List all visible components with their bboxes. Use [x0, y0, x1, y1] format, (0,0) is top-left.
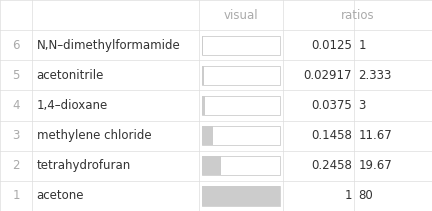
Bar	[202, 36, 280, 55]
Text: 6: 6	[13, 39, 20, 52]
Text: 0.2458: 0.2458	[311, 159, 352, 172]
Text: 1: 1	[13, 189, 20, 202]
Bar	[202, 186, 280, 206]
Text: 1,4–dioxane: 1,4–dioxane	[37, 99, 108, 112]
Text: 0.0125: 0.0125	[311, 39, 352, 52]
Bar	[202, 96, 205, 115]
Text: 2.333: 2.333	[359, 69, 392, 82]
Text: tetrahydrofuran: tetrahydrofuran	[37, 159, 131, 172]
Text: N,N–dimethylformamide: N,N–dimethylformamide	[37, 39, 181, 52]
Bar	[202, 96, 280, 115]
Text: methylene chloride: methylene chloride	[37, 129, 151, 142]
Bar	[202, 126, 213, 145]
Text: 4: 4	[13, 99, 20, 112]
Bar	[202, 66, 280, 85]
Text: 0.0375: 0.0375	[311, 99, 352, 112]
Bar	[202, 36, 203, 55]
Text: 2: 2	[13, 159, 20, 172]
Bar	[202, 66, 204, 85]
Text: acetone: acetone	[37, 189, 84, 202]
Text: 11.67: 11.67	[359, 129, 392, 142]
Text: visual: visual	[223, 9, 258, 22]
Text: 1: 1	[345, 189, 352, 202]
Text: 0.02917: 0.02917	[304, 69, 352, 82]
Bar	[202, 156, 280, 175]
Text: acetonitrile: acetonitrile	[37, 69, 104, 82]
Bar	[202, 186, 280, 206]
Bar	[202, 156, 221, 175]
Text: ratios: ratios	[341, 9, 374, 22]
Text: 0.1458: 0.1458	[311, 129, 352, 142]
Text: 1: 1	[359, 39, 366, 52]
Text: 19.67: 19.67	[359, 159, 392, 172]
Text: 5: 5	[13, 69, 20, 82]
Text: 80: 80	[359, 189, 373, 202]
Text: 3: 3	[13, 129, 20, 142]
Bar	[202, 126, 280, 145]
Text: 3: 3	[359, 99, 366, 112]
